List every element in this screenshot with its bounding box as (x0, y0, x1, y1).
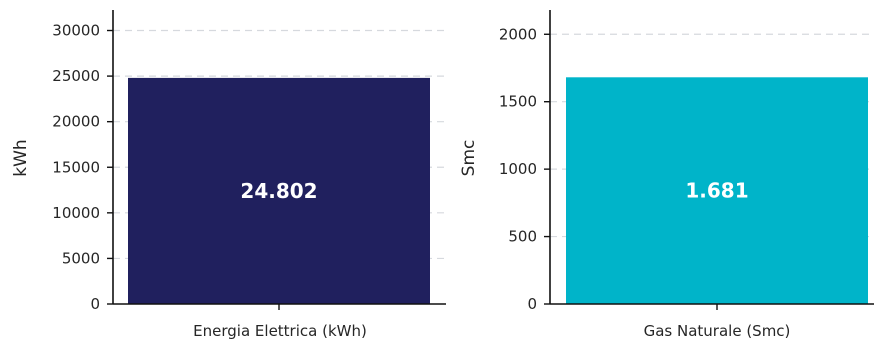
y-tick-label-electricity-30000: 30000 (52, 22, 100, 40)
y-tick-label-gas-1500: 1500 (499, 93, 537, 111)
data-label-electricity: 24.802 (240, 179, 317, 203)
y-tick-label-gas-2000: 2000 (499, 25, 537, 43)
y-tick-label-electricity-0: 0 (90, 295, 100, 313)
y-tick-label-electricity-10000: 10000 (52, 204, 100, 222)
bar-electricity (128, 77, 430, 305)
y-tick-label-electricity-20000: 20000 (52, 113, 100, 131)
bar-gas (566, 77, 868, 305)
electricity-chart-panel: kWh Energia Elettrica (kWh) 24.802 0 5000 1… (11, 10, 446, 340)
y-tick-label-gas-0: 0 (527, 295, 537, 313)
x-tick-label-gas: Gas Naturale (Smc) (644, 322, 791, 340)
x-tick-label-electricity: Energia Elettrica (kWh) (193, 322, 367, 340)
gas-chart-panel: Smc Gas Naturale (Smc) 1.681 0 500 1000 1500… (459, 10, 874, 340)
y-tick-label-electricity-25000: 25000 (52, 67, 100, 85)
y-axis-title-smc: Smc (459, 140, 479, 177)
y-tick-label-electricity-15000: 15000 (52, 158, 100, 176)
y-tick-label-gas-1000: 1000 (499, 160, 537, 178)
y-tick-label-gas-500: 500 (508, 228, 537, 246)
y-axis-title-kwh: kWh (11, 139, 31, 176)
y-tick-label-electricity-5000: 5000 (62, 249, 100, 267)
data-label-gas: 1.681 (685, 179, 748, 203)
